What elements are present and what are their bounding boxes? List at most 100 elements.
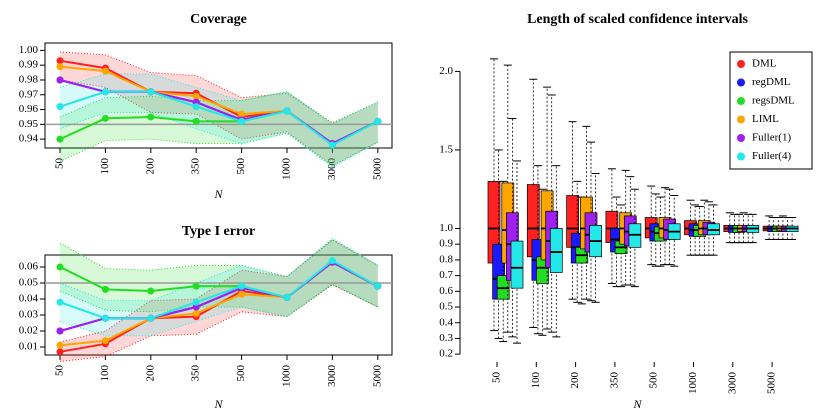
point bbox=[56, 63, 64, 71]
point bbox=[328, 141, 336, 149]
y-tick-label: 0.7 bbox=[439, 269, 453, 281]
point bbox=[147, 314, 155, 322]
legend-frame bbox=[729, 51, 813, 170]
y-tick-label: 0.94 bbox=[19, 133, 39, 145]
y-tick-label: 0.9 bbox=[439, 238, 453, 250]
point bbox=[238, 290, 246, 298]
legend-swatch bbox=[737, 78, 745, 87]
series-line bbox=[59, 90, 379, 147]
x-tick-label: 350 bbox=[190, 158, 202, 175]
point bbox=[56, 327, 64, 335]
point bbox=[56, 135, 64, 143]
plot-frame bbox=[44, 254, 393, 356]
point bbox=[192, 282, 200, 290]
plot-frame bbox=[44, 42, 393, 149]
y-tick-label: 0.5 bbox=[439, 301, 453, 313]
x-tick-label: 3000 bbox=[726, 372, 738, 395]
point bbox=[56, 263, 64, 271]
legend-swatch bbox=[737, 115, 745, 124]
legend-label: LIML bbox=[752, 113, 779, 125]
point bbox=[101, 285, 109, 293]
point bbox=[147, 113, 155, 121]
legend-swatch bbox=[737, 60, 745, 68]
x-tick-label: 500 bbox=[648, 372, 660, 389]
y-tick-label: 1.00 bbox=[19, 44, 39, 56]
y-tick-label: 0.8 bbox=[439, 253, 453, 265]
x-tick-label: 5000 bbox=[766, 372, 778, 395]
chart-title: Length of scaled confidence intervals bbox=[527, 12, 748, 27]
x-tick-label: 3000 bbox=[326, 158, 338, 181]
point bbox=[56, 57, 64, 65]
point bbox=[56, 348, 64, 356]
point bbox=[56, 103, 64, 111]
x-tick-label: 200 bbox=[569, 372, 581, 389]
point bbox=[192, 117, 200, 125]
confidence-band bbox=[60, 51, 378, 166]
point bbox=[328, 257, 336, 265]
box bbox=[510, 240, 524, 289]
point bbox=[238, 282, 246, 290]
x-tick-label: 1000 bbox=[687, 372, 699, 395]
band-edge bbox=[59, 239, 379, 278]
x-tick-label: 500 bbox=[235, 158, 247, 175]
y-tick-label: 0.3 bbox=[439, 332, 453, 344]
point bbox=[101, 88, 109, 96]
y-tick-label: 0.98 bbox=[19, 74, 39, 86]
x-tick-label: 3000 bbox=[326, 365, 338, 388]
point bbox=[56, 76, 64, 84]
x-axis-label: N bbox=[213, 397, 223, 411]
chart-title: Type I error bbox=[182, 224, 255, 239]
y-tick-label: 2.0 bbox=[439, 65, 453, 77]
y-tick-label: 0.6 bbox=[439, 285, 453, 297]
x-tick-label: 200 bbox=[144, 365, 156, 382]
point bbox=[147, 88, 155, 96]
y-tick-label: 0.05 bbox=[19, 277, 39, 289]
y-tick-label: 0.02 bbox=[19, 325, 38, 337]
point bbox=[238, 110, 246, 118]
band-edge bbox=[59, 51, 379, 124]
point bbox=[147, 287, 155, 295]
point bbox=[56, 298, 64, 306]
y-tick-label: 1.5 bbox=[439, 143, 453, 155]
band-edge bbox=[59, 112, 379, 168]
x-tick-label: 100 bbox=[530, 372, 542, 389]
point bbox=[192, 92, 200, 100]
x-tick-label: 1000 bbox=[281, 365, 293, 388]
legend-label: DML bbox=[752, 58, 777, 70]
point bbox=[238, 117, 246, 125]
confidence-band bbox=[60, 239, 378, 317]
chart-title: Coverage bbox=[190, 12, 247, 27]
y-tick-label: 0.04 bbox=[19, 293, 39, 305]
legend-label: Fuller(4) bbox=[752, 150, 791, 162]
y-tick-label: 1.0 bbox=[439, 222, 453, 234]
y-tick-label: 0.96 bbox=[19, 103, 39, 115]
y-tick-label: 0.2 bbox=[439, 348, 453, 360]
x-tick-label: 50 bbox=[54, 365, 66, 377]
y-tick-label: 0.03 bbox=[19, 309, 39, 321]
y-tick-label: 0.95 bbox=[19, 118, 39, 130]
point bbox=[101, 114, 109, 122]
legend-label: Fuller(1) bbox=[752, 132, 791, 144]
point bbox=[101, 67, 109, 75]
point bbox=[374, 282, 382, 290]
confidence-band bbox=[60, 239, 378, 362]
point bbox=[56, 341, 64, 349]
confidence-band bbox=[60, 91, 378, 166]
x-axis-label: N bbox=[213, 187, 223, 201]
point bbox=[192, 298, 200, 306]
x-tick-label: 350 bbox=[608, 372, 620, 389]
legend-swatch bbox=[737, 152, 745, 161]
y-tick-label: 0.4 bbox=[439, 316, 453, 328]
x-tick-label: 50 bbox=[54, 158, 66, 170]
x-tick-label: 100 bbox=[99, 365, 111, 382]
point bbox=[192, 309, 200, 317]
x-tick-label: 500 bbox=[235, 365, 247, 382]
y-tick-label: 0.97 bbox=[19, 88, 39, 100]
legend-label: regDML bbox=[752, 76, 791, 88]
legend-label: regsDML bbox=[752, 95, 795, 107]
band-edge bbox=[59, 132, 379, 167]
x-axis-label: N bbox=[632, 397, 642, 411]
y-tick-label: 0.99 bbox=[19, 59, 39, 71]
x-tick-label: 5000 bbox=[371, 158, 383, 181]
